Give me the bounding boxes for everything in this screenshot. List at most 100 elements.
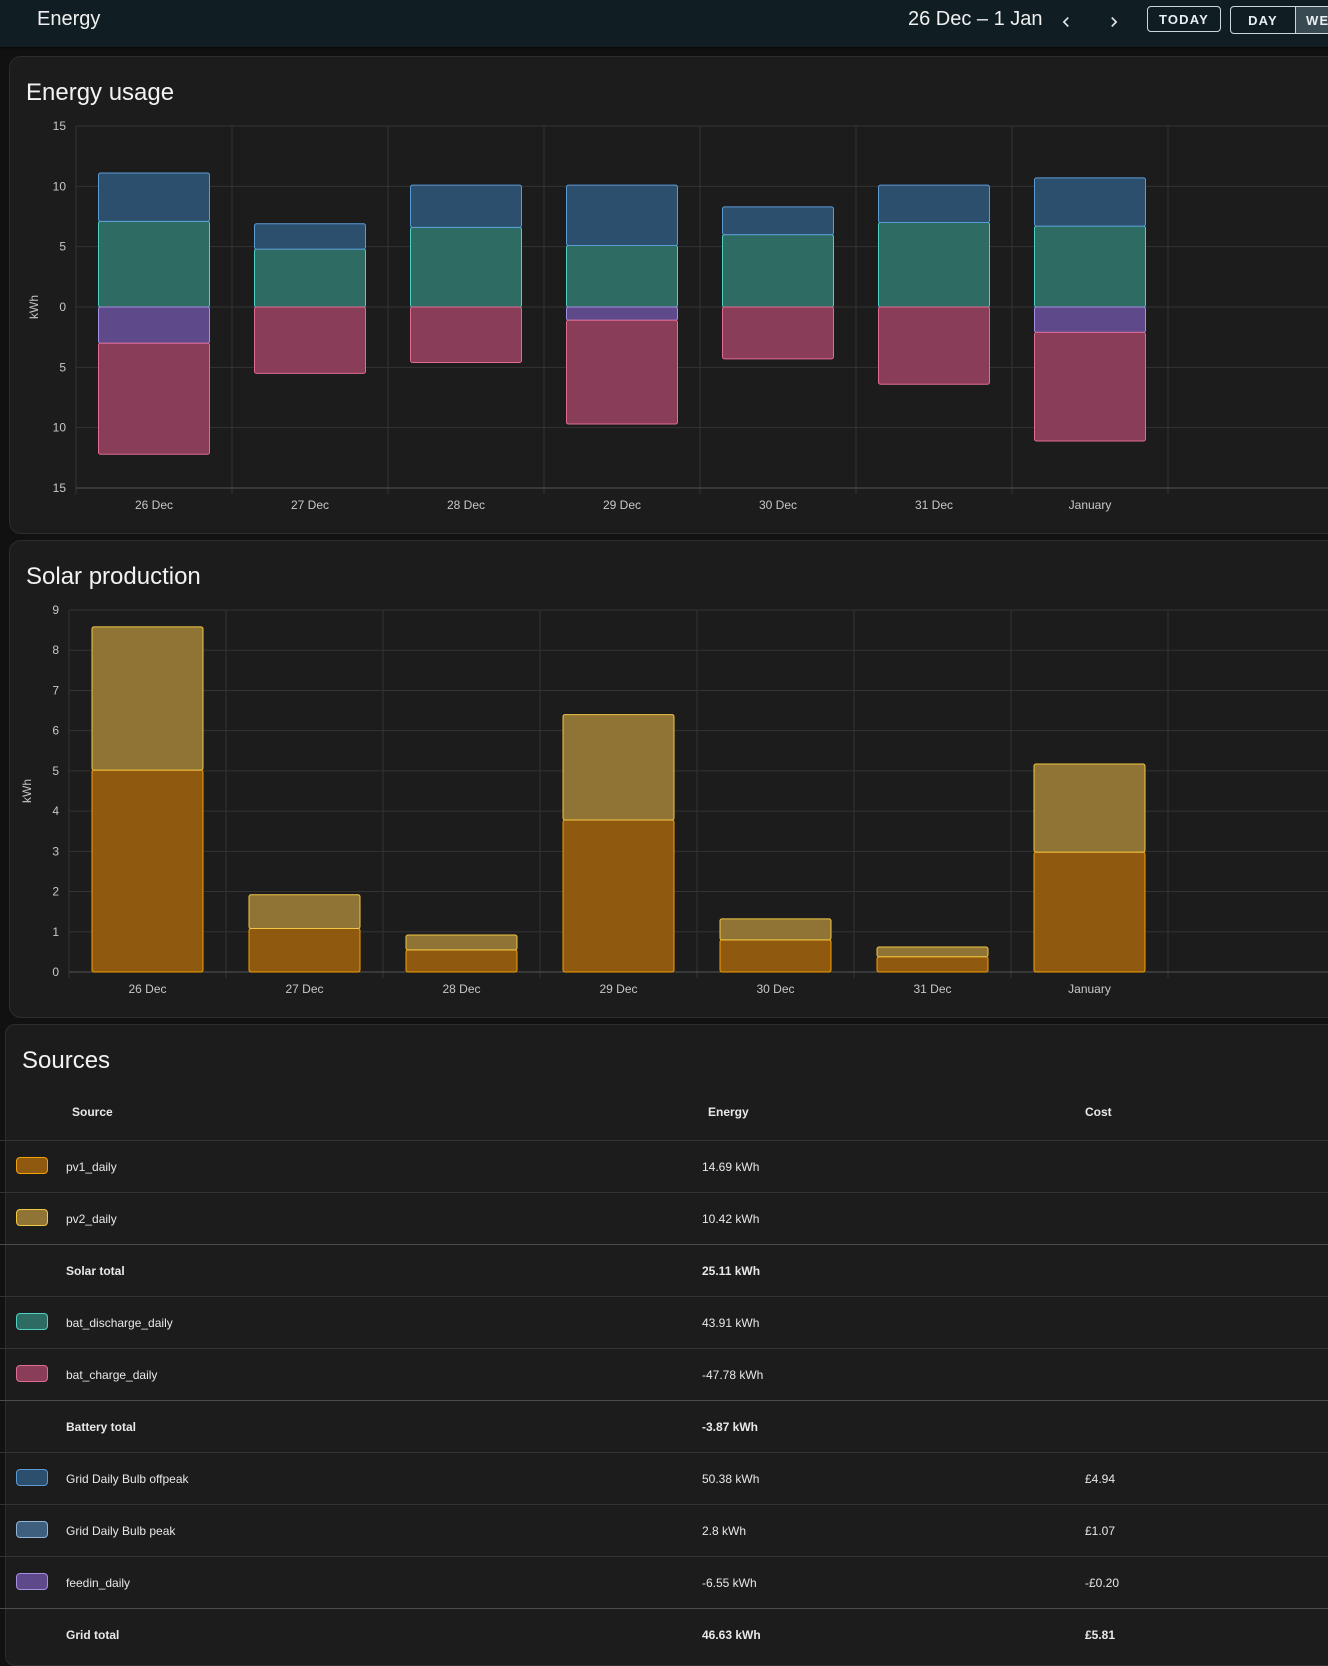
bar-grid-daily-bulb-offpeak: [566, 184, 678, 246]
bar-bat_discharge_daily: [878, 222, 990, 308]
color-swatch: [16, 1209, 48, 1226]
bar-bat_charge_daily: [98, 342, 210, 455]
y-tick-label: 5: [52, 764, 59, 778]
x-tick-label: 28 Dec: [442, 982, 480, 996]
app-title: Energy: [37, 8, 101, 30]
cost-value: -£0.20: [1085, 1576, 1120, 1590]
bar-bat_charge_daily: [878, 306, 990, 385]
bar-pv1_daily: [91, 769, 204, 973]
x-tick-label: 28 Dec: [447, 498, 485, 512]
table-total-row: Grid total 46.63 kWh £5.81: [0, 1608, 1328, 1661]
y-tick-label: 0: [59, 300, 66, 314]
x-tick-label: January: [1068, 982, 1111, 996]
bar-bat_charge_daily: [410, 306, 522, 364]
y-tick-label: 10: [53, 179, 67, 193]
source-column-header[interactable]: Source: [72, 1105, 113, 1119]
source-name: bat_charge_daily: [66, 1368, 158, 1382]
source-name: Grid total: [66, 1628, 120, 1642]
y-tick-label: 4: [52, 804, 59, 818]
source-name: Solar total: [66, 1264, 125, 1278]
x-tick-label: 26 Dec: [128, 982, 166, 996]
x-tick-label: 27 Dec: [291, 498, 329, 512]
cost-value: £1.07: [1085, 1524, 1116, 1538]
color-swatch: [16, 1313, 48, 1330]
table-total-row: Battery total -3.87 kWh: [0, 1400, 1328, 1453]
solar-production-title: Solar production: [26, 563, 201, 590]
bar-pv2_daily: [719, 918, 832, 941]
source-name: pv1_daily: [66, 1160, 117, 1174]
bar-feedin_daily: [98, 306, 210, 344]
today-button[interactable]: TODAY: [1147, 6, 1221, 32]
y-axis-label: kWh: [27, 295, 41, 319]
bar-grid-daily-bulb-offpeak: [878, 184, 990, 224]
chevron-right-icon: [1111, 17, 1118, 27]
x-tick-label: 26 Dec: [135, 498, 173, 512]
x-tick-label: 30 Dec: [759, 498, 797, 512]
y-tick-label: 8: [52, 643, 59, 657]
bar-bat_discharge_daily: [722, 234, 834, 308]
y-tick-label: 0: [52, 965, 59, 979]
y-tick-label: 1: [52, 925, 59, 939]
y-tick-label: 15: [53, 481, 67, 495]
y-axis-label: kWh: [20, 779, 34, 803]
week-period-button[interactable]: WE: [1296, 7, 1328, 33]
table-row: bat_discharge_daily 43.91 kWh: [0, 1296, 1328, 1349]
bar-bat_discharge_daily: [98, 220, 210, 308]
energy-value: 25.11 kWh: [702, 1264, 761, 1278]
bar-grid-daily-bulb-offpeak: [254, 223, 366, 250]
next-period-button[interactable]: [1096, 4, 1132, 40]
energy-usage-chart: 15 10 5 0 5 10 15 kWh 26 Dec 27 Dec 28 Dec 29 Dec 30…: [27, 119, 1328, 512]
bar-pv2_daily: [248, 894, 361, 930]
y-tick-label: 7: [52, 683, 59, 697]
bar-feedin_daily: [1034, 306, 1146, 333]
y-tick-label: 5: [59, 240, 66, 254]
y-tick-label: 2: [52, 885, 59, 899]
y-tick-label: 5: [59, 360, 66, 374]
energy-value: 50.38 kWh: [702, 1472, 760, 1486]
table-row: bat_charge_daily -47.78 kWh: [0, 1348, 1328, 1401]
color-swatch: [16, 1157, 48, 1174]
bar-grid-daily-bulb-offpeak: [98, 172, 210, 222]
color-swatch: [16, 1573, 48, 1590]
x-tick-label: 27 Dec: [285, 982, 323, 996]
bar-pv1_daily: [876, 956, 989, 973]
cost-value: £4.94: [1085, 1472, 1116, 1486]
source-name: pv2_daily: [66, 1212, 117, 1226]
y-tick-label: 10: [53, 421, 67, 435]
cost-column-header[interactable]: Cost: [1085, 1105, 1112, 1119]
energy-column-header[interactable]: Energy: [708, 1105, 749, 1119]
bar-bat_discharge_daily: [254, 248, 366, 308]
bar-grid-daily-bulb-offpeak: [1034, 177, 1146, 227]
bar-bat_charge_daily: [566, 319, 678, 425]
bar-pv2_daily: [1033, 763, 1146, 853]
source-name: bat_discharge_daily: [66, 1316, 173, 1330]
y-tick-label: 3: [52, 844, 59, 858]
energy-value: -6.55 kWh: [702, 1576, 757, 1590]
y-tick-label: 9: [52, 603, 59, 617]
sources-card: Sources: [5, 1024, 1328, 1666]
energy-value: -3.87 kWh: [702, 1420, 759, 1434]
day-period-button[interactable]: DAY: [1231, 7, 1296, 33]
source-name: Grid Daily Bulb offpeak: [66, 1472, 189, 1486]
table-row: feedin_daily -6.55 kWh -£0.20: [0, 1556, 1328, 1609]
table-row: pv1_daily 14.69 kWh: [0, 1140, 1328, 1193]
bar-feedin_daily: [566, 306, 678, 321]
bar-grid-daily-bulb-offpeak: [722, 206, 834, 236]
solar-production-chart: 9 8 7 6 5 4 3 2 1 0 kWh 26 Dec 27 Dec 28 Dec 29 Dec 30 …: [20, 603, 1328, 996]
color-swatch: [16, 1365, 48, 1382]
color-swatch: [16, 1469, 48, 1486]
previous-period-button[interactable]: [1048, 4, 1084, 40]
bar-pv1_daily: [405, 949, 518, 973]
bar-bat_discharge_daily: [410, 226, 522, 308]
table-total-row: Solar total 25.11 kWh: [0, 1244, 1328, 1297]
bar-bat_charge_daily: [1034, 331, 1146, 442]
table-row: Grid Daily Bulb offpeak 50.38 kWh £4.94: [0, 1452, 1328, 1505]
x-tick-label: 31 Dec: [913, 982, 951, 996]
energy-value: 2.8 kWh: [702, 1524, 747, 1538]
source-name: Grid Daily Bulb peak: [66, 1524, 176, 1538]
bar-pv2_daily: [91, 626, 204, 771]
bar-bat_charge_daily: [254, 306, 366, 374]
x-tick-label: 30 Dec: [756, 982, 794, 996]
bar-bat_discharge_daily: [1034, 225, 1146, 308]
energy-value: 14.69 kWh: [702, 1160, 760, 1174]
